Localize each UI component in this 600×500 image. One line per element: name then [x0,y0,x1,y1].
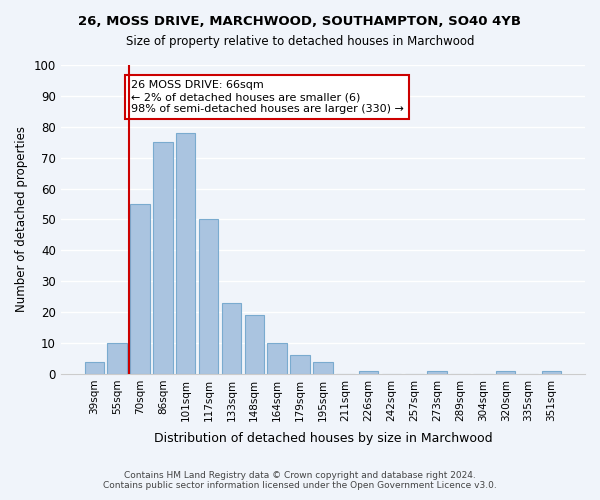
Bar [542,371,561,374]
Text: Size of property relative to detached houses in Marchwood: Size of property relative to detached ho… [126,35,474,48]
Y-axis label: Number of detached properties: Number of detached properties [15,126,28,312]
Bar [290,356,310,374]
Text: 26, MOSS DRIVE, MARCHWOOD, SOUTHAMPTON, SO40 4YB: 26, MOSS DRIVE, MARCHWOOD, SOUTHAMPTON, … [79,15,521,28]
Text: 26 MOSS DRIVE: 66sqm
← 2% of detached houses are smaller (6)
98% of semi-detache: 26 MOSS DRIVE: 66sqm ← 2% of detached ho… [131,80,404,114]
Bar [427,371,447,374]
Bar [85,362,104,374]
Text: Contains HM Land Registry data © Crown copyright and database right 2024.
Contai: Contains HM Land Registry data © Crown c… [103,470,497,490]
Bar [221,303,241,374]
Bar [107,343,127,374]
Bar [245,315,264,374]
Bar [130,204,149,374]
Bar [153,142,173,374]
Bar [313,362,332,374]
Bar [496,371,515,374]
Bar [199,220,218,374]
X-axis label: Distribution of detached houses by size in Marchwood: Distribution of detached houses by size … [154,432,492,445]
Bar [176,133,196,374]
Bar [359,371,378,374]
Bar [268,343,287,374]
